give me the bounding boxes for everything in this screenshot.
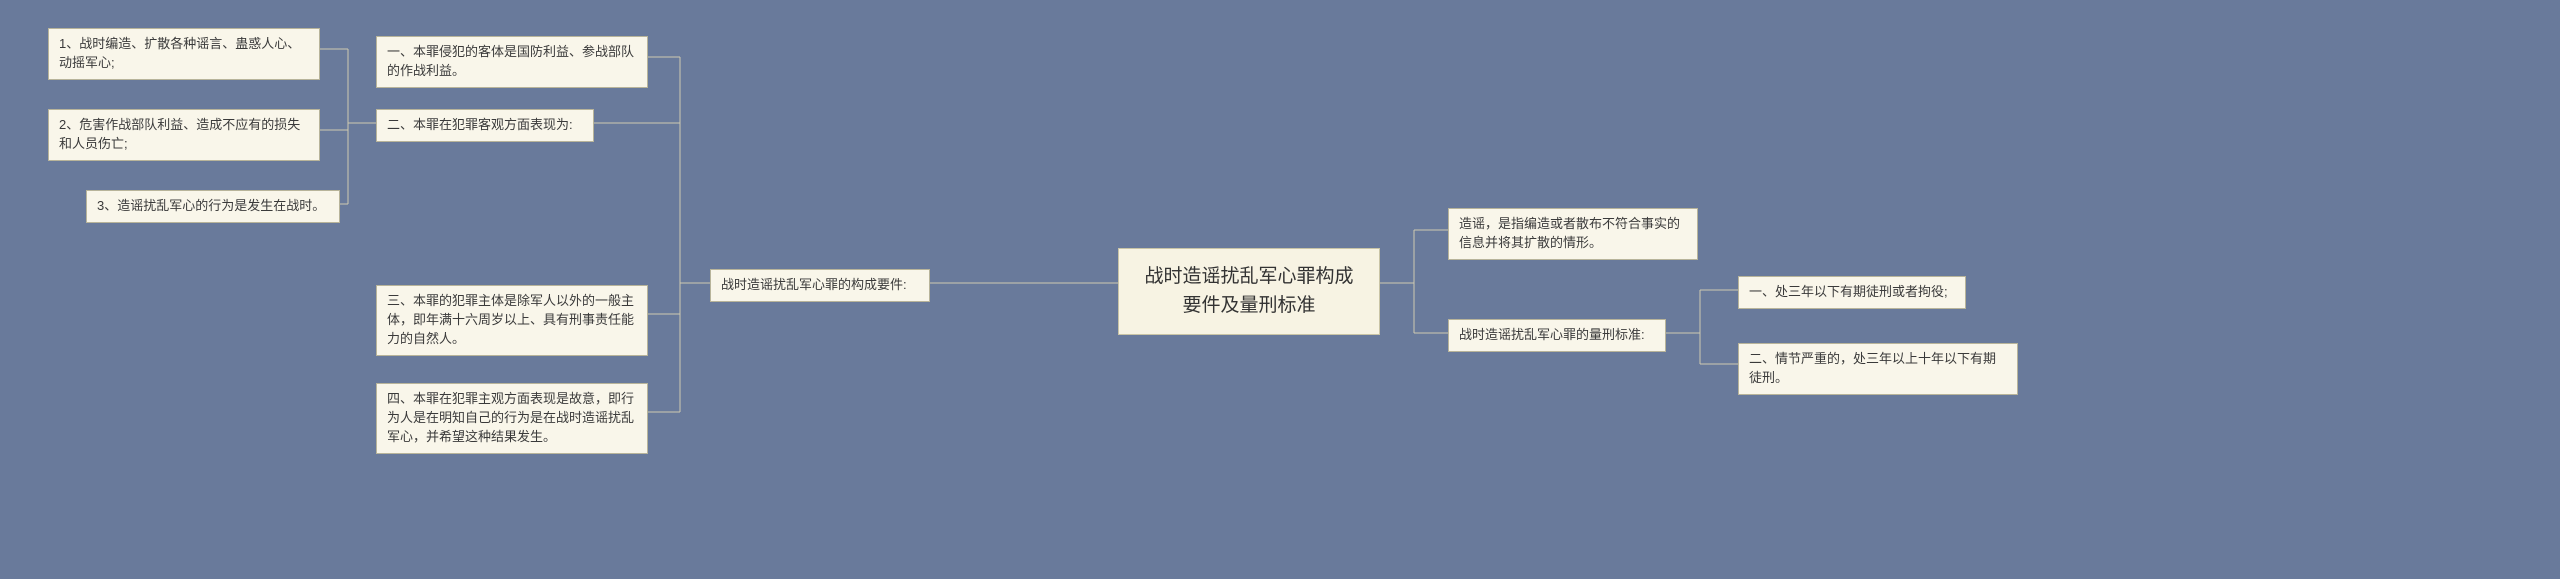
node-l1b-vis: 二、本罪在犯罪客观方面表现为: <box>376 109 594 142</box>
node-l1d: 四、本罪在犯罪主观方面表现是故意，即行为人是在明知自己的行为是在战时造谣扰乱军心… <box>376 383 648 454</box>
node-l1: 战时造谣扰乱军心罪的构成要件: <box>710 269 930 302</box>
node-l1b1: 1、战时编造、扩散各种谣言、蛊惑人心、动摇军心; <box>48 28 320 80</box>
node-l1a: 一、本罪侵犯的客体是国防利益、参战部队的作战利益。 <box>376 36 648 88</box>
node-r2a: 一、处三年以下有期徒刑或者拘役; <box>1738 276 1966 309</box>
node-r2b: 二、情节严重的，处三年以上十年以下有期徒刑。 <box>1738 343 2018 395</box>
node-l1c: 三、本罪的犯罪主体是除军人以外的一般主体，即年满十六周岁以上、具有刑事责任能力的… <box>376 285 648 356</box>
node-r1: 造谣，是指编造或者散布不符合事实的信息并将其扩散的情形。 <box>1448 208 1698 260</box>
node-l1b2: 2、危害作战部队利益、造成不应有的损失和人员伤亡; <box>48 109 320 161</box>
root-node: 战时造谣扰乱军心罪构成要件及量刑标准 <box>1118 248 1380 335</box>
node-r2: 战时造谣扰乱军心罪的量刑标准: <box>1448 319 1666 352</box>
node-l1b3: 3、造谣扰乱军心的行为是发生在战时。 <box>86 190 340 223</box>
